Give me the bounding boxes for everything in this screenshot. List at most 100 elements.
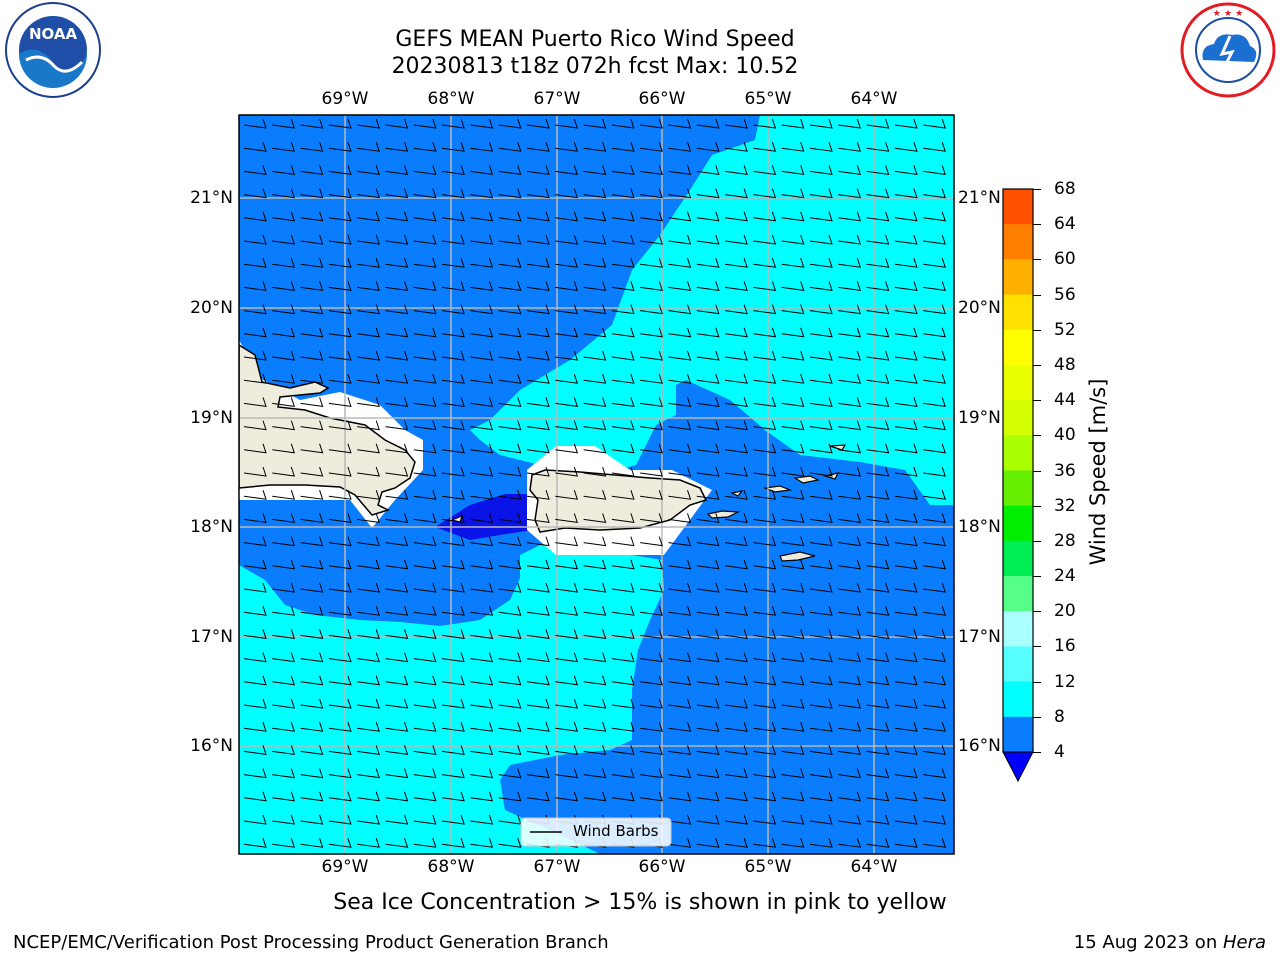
wind-barb [894, 327, 918, 338]
wind-barb [894, 745, 918, 756]
wind-barb [328, 304, 352, 315]
wind-barb [526, 234, 550, 245]
wind-barb [442, 397, 465, 408]
wind-barb [668, 513, 692, 524]
wind-barb [357, 281, 380, 292]
wind-barb [894, 675, 918, 686]
colorbar-tick-label: 4 [1054, 742, 1065, 762]
wind-barb [555, 768, 579, 779]
footer-branch: NCEP/EMC/Verification Post Processing Pr… [13, 932, 609, 953]
wind-barb [357, 675, 380, 686]
wind-barb [413, 142, 437, 152]
wind-barb [809, 814, 833, 825]
wind-barb [668, 304, 692, 315]
wind-barb [640, 350, 663, 361]
wind-barb [725, 304, 748, 315]
lon-label-bottom: 66°W [638, 857, 686, 877]
wind-barb [385, 629, 409, 640]
wind-barb [640, 698, 663, 709]
wind-barb [470, 629, 494, 640]
wind-barb [923, 211, 946, 222]
wind-barb [300, 397, 324, 408]
wind-barb [923, 466, 946, 477]
wind-barb [696, 211, 720, 222]
wind-barb [753, 118, 777, 129]
wind-barb [696, 142, 720, 152]
wind-barb [640, 443, 663, 454]
colorbar-band [1003, 505, 1033, 542]
wind-barb [668, 698, 692, 709]
wind-barb [357, 118, 380, 129]
wind-barb [357, 350, 380, 361]
wind-barb [470, 165, 494, 176]
wind-barb [413, 165, 437, 176]
wind-barb [470, 559, 494, 570]
wind-barb [866, 559, 890, 570]
wind-barb [385, 838, 409, 848]
lon-label-top: 65°W [744, 89, 792, 109]
wind-barb [696, 234, 720, 245]
wind-barb [866, 443, 890, 454]
wind-barb [243, 582, 267, 593]
wind-barb [583, 652, 607, 663]
wind-barb [640, 582, 663, 593]
wind-barb [328, 466, 352, 477]
wind-barb [272, 745, 296, 756]
colorbar [1002, 188, 1034, 783]
wind-barb [696, 513, 720, 524]
wind-barb [300, 513, 324, 524]
wind-barb [385, 118, 409, 129]
nws-logo-icon: ★ ★ ★ [1180, 2, 1276, 98]
wind-barb [470, 281, 494, 292]
wind-barb [328, 791, 352, 802]
wind-barb [555, 397, 579, 408]
wind-barb [357, 188, 380, 199]
colorbar-tick-label: 24 [1054, 566, 1076, 587]
wind-barb [442, 536, 465, 547]
wind-barb [300, 745, 324, 756]
wind-barb [555, 350, 579, 361]
wind-barb [668, 118, 692, 129]
wind-barb [894, 234, 918, 245]
wind-barb [385, 304, 409, 315]
wind-barb [725, 745, 748, 756]
wind-barb [272, 397, 296, 408]
wind-barb [668, 466, 692, 477]
wind-barb [385, 211, 409, 222]
wind-barb [385, 165, 409, 176]
wind-barb [725, 629, 748, 640]
wind-barb [838, 838, 862, 848]
wind-barb [583, 350, 607, 361]
wind-barb [526, 745, 550, 756]
wind-barb [753, 281, 777, 292]
wind-barb [243, 420, 267, 431]
map-subtitle: 20230813 t18z 072h fcst Max: 10.52 [391, 54, 799, 79]
wind-barb [668, 327, 692, 338]
wind-barb [413, 188, 437, 199]
wind-barb [640, 142, 663, 152]
wind-barb [838, 652, 862, 663]
wind-barb [696, 188, 720, 199]
wind-barb [413, 397, 437, 408]
wind-barb [442, 745, 465, 756]
wind-barb [611, 675, 635, 686]
wind-barb [328, 443, 352, 454]
wind-barb [470, 490, 494, 500]
wind-barb [413, 327, 437, 338]
wind-barb [781, 814, 805, 825]
wind-barb [470, 397, 494, 408]
wind-barb [300, 629, 324, 640]
wind-barb [328, 420, 352, 431]
wind-barb [498, 142, 522, 152]
wind-barb [611, 188, 635, 199]
wind-barb [668, 490, 692, 500]
wind-barb [357, 490, 380, 500]
wind-barb [526, 606, 550, 616]
wind-barb [328, 629, 352, 640]
wind-barb [611, 768, 635, 779]
wind-barb [753, 606, 777, 616]
wind-barb [696, 165, 720, 176]
wind-barb [838, 142, 862, 152]
wind-barb [894, 629, 918, 640]
wind-barb [725, 397, 748, 408]
